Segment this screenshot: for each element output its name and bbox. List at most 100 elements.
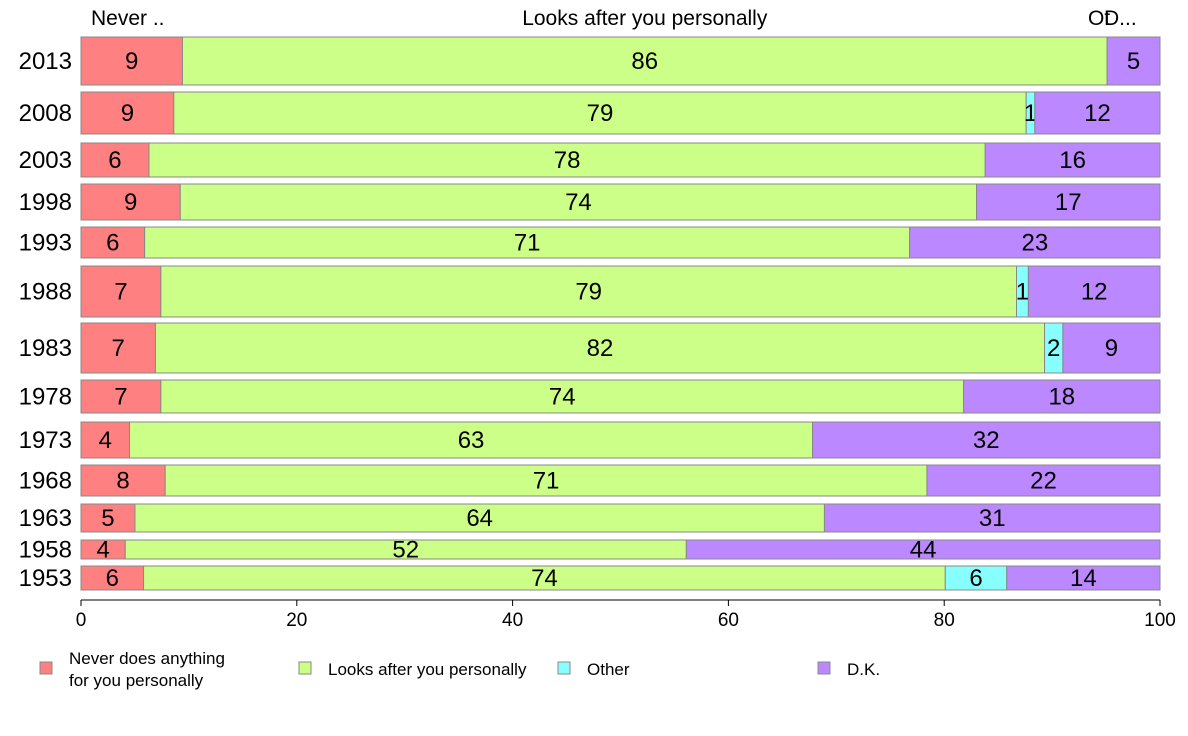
segment-value-label: 79 xyxy=(587,100,614,127)
x-tick-label: 20 xyxy=(286,610,307,631)
bar-segment xyxy=(80,421,131,459)
segment-value-label: 9 xyxy=(125,48,138,75)
segment-value-label: 7 xyxy=(114,384,127,411)
segment-value-label: 1 xyxy=(1024,100,1037,127)
legend-label: D.K. xyxy=(847,660,880,679)
segment-value-label: 71 xyxy=(533,468,560,495)
legend-label: Looks after you personally xyxy=(328,660,527,679)
year-label: 1998 xyxy=(19,189,72,216)
bar-segment xyxy=(1027,265,1161,318)
year-label: 1953 xyxy=(19,565,72,592)
segment-value-label: 6 xyxy=(108,147,121,174)
bar-segment xyxy=(80,226,146,259)
segment-value-label: 6 xyxy=(106,565,119,592)
segment-value-label: 7 xyxy=(112,335,125,362)
legend-label: Other xyxy=(587,660,630,679)
segment-value-label: 74 xyxy=(549,384,576,411)
header-label: Never .. xyxy=(91,7,165,30)
segment-value-label: 86 xyxy=(631,48,658,75)
bar-segment xyxy=(160,265,1017,318)
segment-value-label: 9 xyxy=(124,189,137,216)
segment-value-label: 63 xyxy=(458,427,485,454)
year-label: 1958 xyxy=(19,537,72,564)
bar-segment xyxy=(160,379,965,414)
bar-segment xyxy=(164,464,928,497)
segment-value-label: 82 xyxy=(587,335,614,362)
bar-segment xyxy=(179,183,978,221)
bar-segment xyxy=(984,142,1161,178)
segment-value-label: 23 xyxy=(1021,230,1048,257)
bar-segment xyxy=(143,565,946,591)
bar-segment xyxy=(1006,565,1161,591)
segment-value-label: 44 xyxy=(910,537,937,564)
bar-segment xyxy=(80,464,166,497)
segment-value-label: 74 xyxy=(531,565,558,592)
segment-value-label: 14 xyxy=(1070,565,1097,592)
segment-value-label: 8 xyxy=(116,468,129,495)
legend-swatch xyxy=(298,661,312,675)
segment-value-label: 5 xyxy=(1127,48,1140,75)
year-label: 1988 xyxy=(19,279,72,306)
x-tick-label: 100 xyxy=(1144,610,1176,631)
segment-value-label: 4 xyxy=(99,427,112,454)
legend-label: for you personally xyxy=(69,671,204,690)
legend-swatch xyxy=(39,661,53,675)
bar-segment xyxy=(1062,322,1161,374)
segment-value-label: 2 xyxy=(1047,335,1060,362)
bar-segment xyxy=(80,379,162,414)
year-label: 2008 xyxy=(19,100,72,127)
segment-value-label: 6 xyxy=(969,565,982,592)
bar-segment xyxy=(1106,36,1161,86)
bar-segment xyxy=(80,322,156,374)
legend-swatch xyxy=(557,661,571,675)
segment-value-label: 78 xyxy=(554,147,581,174)
year-label: 2003 xyxy=(19,147,72,174)
segment-value-label: 5 xyxy=(101,505,114,532)
bar-segment xyxy=(944,565,1008,591)
year-label: 1963 xyxy=(19,505,72,532)
bar-segment xyxy=(129,421,814,459)
legend-label: Never does anything xyxy=(69,649,225,668)
segment-value-label: 9 xyxy=(1105,335,1118,362)
segment-value-label: 18 xyxy=(1048,384,1075,411)
bar-segment xyxy=(181,36,1108,86)
segment-value-label: 12 xyxy=(1081,279,1108,306)
bar-segment xyxy=(80,503,136,533)
year-label: 1993 xyxy=(19,230,72,257)
header-label: Ot xyxy=(1088,7,1110,30)
segment-value-label: 22 xyxy=(1030,468,1057,495)
legend-swatch xyxy=(817,661,831,675)
bar-segment xyxy=(963,379,1161,414)
bar-segment xyxy=(823,503,1161,533)
segment-value-label: 64 xyxy=(466,505,493,532)
segment-value-label: 16 xyxy=(1059,147,1086,174)
x-tick-label: 0 xyxy=(76,610,87,631)
segment-value-label: 17 xyxy=(1055,189,1082,216)
segment-value-label: 7 xyxy=(114,279,127,306)
year-label: 2013 xyxy=(19,48,72,75)
segment-value-label: 52 xyxy=(392,537,419,564)
segment-value-label: 4 xyxy=(96,537,109,564)
bar-segment xyxy=(926,464,1161,497)
bar-segment xyxy=(685,539,1161,560)
bar-segment xyxy=(80,142,150,178)
bar-segment xyxy=(134,503,825,533)
bar-segment xyxy=(909,226,1161,259)
x-tick-label: 60 xyxy=(718,610,739,631)
bar-segment xyxy=(1034,91,1161,135)
segment-value-label: 12 xyxy=(1084,100,1111,127)
segment-value-label: 1 xyxy=(1016,279,1029,306)
x-tick-label: 40 xyxy=(502,610,523,631)
segment-value-label: 9 xyxy=(121,100,134,127)
header-label: Looks after you personally xyxy=(522,7,768,30)
x-tick-label: 80 xyxy=(934,610,955,631)
bar-segment xyxy=(976,183,1161,221)
bar-segment xyxy=(812,421,1161,459)
header-label: D... xyxy=(1104,7,1137,30)
bar-segment xyxy=(80,265,162,318)
year-label: 1983 xyxy=(19,335,72,362)
segment-value-label: 31 xyxy=(979,505,1006,532)
segment-value-label: 32 xyxy=(973,427,1000,454)
year-label: 1968 xyxy=(19,468,72,495)
